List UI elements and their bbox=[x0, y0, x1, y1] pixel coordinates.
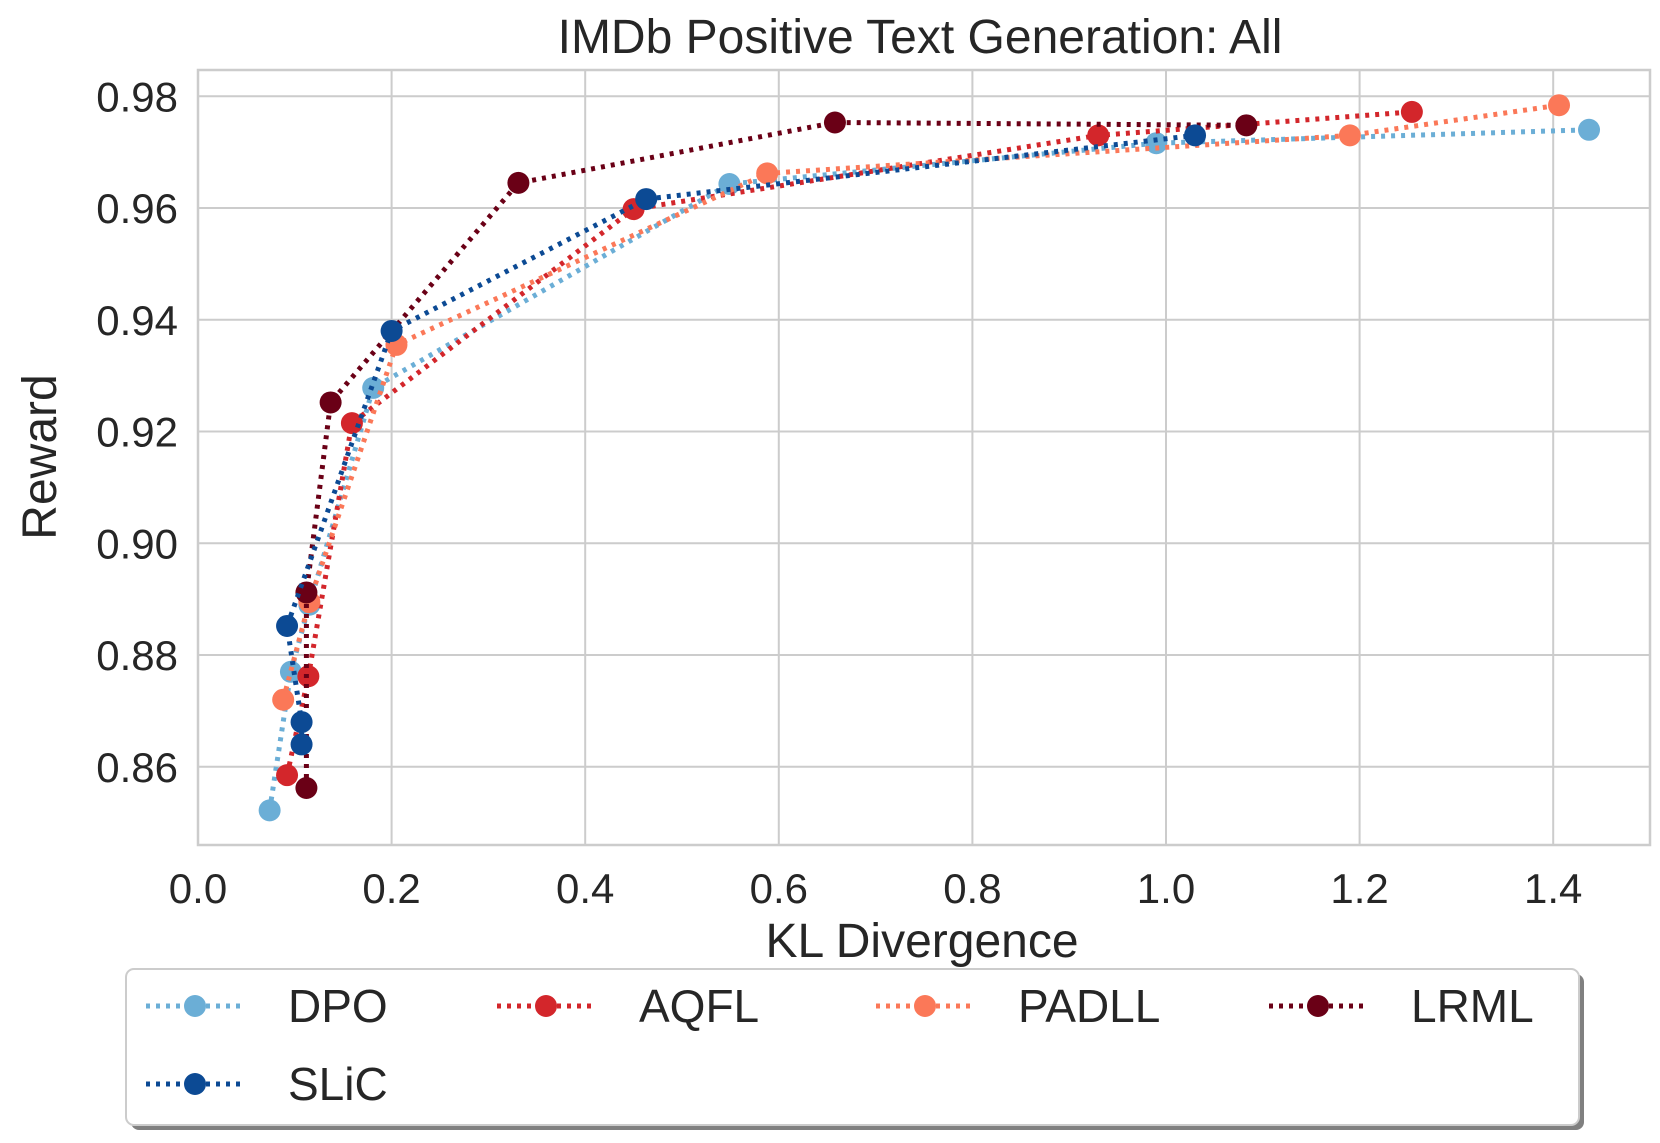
data-point-slic bbox=[635, 188, 658, 211]
x-tick-label: 1.4 bbox=[1524, 865, 1582, 912]
y-tick-label: 0.92 bbox=[96, 409, 178, 456]
series-lrml bbox=[295, 111, 1258, 800]
data-point-lrml bbox=[507, 171, 530, 194]
legend-item-slic: SLiC bbox=[146, 1058, 388, 1110]
series-line-aqfl bbox=[284, 109, 1413, 776]
data-point-slic bbox=[290, 733, 313, 756]
legend-marker-padll bbox=[914, 995, 936, 1017]
data-point-lrml bbox=[319, 391, 342, 414]
legend-item-padll: PADLL bbox=[876, 980, 1160, 1032]
series-line-padll bbox=[280, 102, 1560, 701]
data-point-dpo bbox=[258, 799, 281, 822]
data-point-lrml bbox=[1235, 114, 1258, 137]
plot-frame bbox=[196, 68, 1652, 847]
legend-marker-slic bbox=[184, 1073, 206, 1095]
x-tick-label: 1.0 bbox=[1137, 865, 1195, 912]
y-tick-label: 0.98 bbox=[96, 73, 178, 120]
legend-items: DPO AQFL PADLL LRML SLiC bbox=[146, 980, 1534, 1110]
x-tick-label: 0.0 bbox=[169, 865, 227, 912]
y-axis-label: Reward bbox=[14, 374, 67, 539]
x-axis-label: KL Divergence bbox=[765, 915, 1078, 968]
x-tick-label: 0.4 bbox=[556, 865, 614, 912]
data-point-lrml bbox=[295, 777, 318, 800]
data-point-slic bbox=[1184, 124, 1207, 147]
y-tick-label: 0.94 bbox=[96, 297, 178, 344]
legend-label-padll: PADLL bbox=[1018, 980, 1160, 1032]
x-tick-label: 1.2 bbox=[1330, 865, 1388, 912]
legend-item-lrml: LRML bbox=[1269, 980, 1534, 1032]
legend-label-lrml: LRML bbox=[1411, 980, 1534, 1032]
data-point-dpo bbox=[1578, 118, 1601, 141]
series-layer bbox=[258, 94, 1601, 822]
series-line-lrml bbox=[303, 119, 1247, 788]
x-ticks: 0.0 0.2 0.4 0.6 0.8 1.0 1.2 1.4 bbox=[169, 865, 1583, 912]
data-point-padll bbox=[1338, 124, 1361, 147]
data-point-lrml bbox=[823, 111, 846, 134]
legend-marker-dpo bbox=[184, 995, 206, 1017]
y-tick-label: 0.96 bbox=[96, 185, 178, 232]
legend-box bbox=[125, 968, 1580, 1126]
series-padll bbox=[272, 94, 1571, 711]
series-line-dpo bbox=[267, 127, 1590, 811]
y-tick-label: 0.86 bbox=[96, 744, 178, 791]
data-point-padll bbox=[1548, 94, 1571, 117]
data-point-aqfl bbox=[276, 764, 299, 787]
data-point-padll bbox=[272, 688, 295, 711]
series-line-slic bbox=[284, 132, 1196, 745]
data-point-slic bbox=[290, 711, 313, 734]
data-point-slic bbox=[380, 319, 403, 342]
series-dpo bbox=[258, 118, 1601, 822]
grid bbox=[197, 70, 1650, 845]
data-point-padll bbox=[756, 162, 779, 185]
legend-marker-lrml bbox=[1307, 995, 1329, 1017]
legend-item-aqfl: AQFL bbox=[497, 980, 759, 1032]
data-point-slic bbox=[276, 614, 299, 637]
data-point-lrml bbox=[295, 581, 318, 604]
x-tick-label: 0.6 bbox=[750, 865, 808, 912]
legend-label-slic: SLiC bbox=[288, 1058, 388, 1110]
y-tick-label: 0.90 bbox=[96, 520, 178, 567]
series-slic bbox=[276, 124, 1207, 756]
legend-label-dpo: DPO bbox=[288, 980, 388, 1032]
x-tick-label: 0.2 bbox=[362, 865, 420, 912]
data-point-aqfl bbox=[340, 412, 363, 435]
data-point-dpo bbox=[279, 660, 302, 683]
data-point-aqfl bbox=[1087, 124, 1110, 147]
y-tick-label: 0.88 bbox=[96, 632, 178, 679]
legend-label-aqfl: AQFL bbox=[639, 980, 759, 1032]
legend-marker-aqfl bbox=[535, 995, 557, 1017]
series-aqfl bbox=[276, 100, 1423, 787]
chart-title: IMDb Positive Text Generation: All bbox=[558, 11, 1283, 64]
legend-item-dpo: DPO bbox=[146, 980, 388, 1032]
y-ticks: 0.86 0.88 0.90 0.92 0.94 0.96 0.98 bbox=[96, 73, 178, 791]
x-tick-label: 0.8 bbox=[943, 865, 1001, 912]
data-point-aqfl bbox=[1400, 100, 1423, 123]
legend: DPO AQFL PADLL LRML SLiC bbox=[125, 968, 1584, 1130]
data-point-dpo bbox=[1145, 132, 1168, 155]
data-point-dpo bbox=[718, 172, 741, 195]
